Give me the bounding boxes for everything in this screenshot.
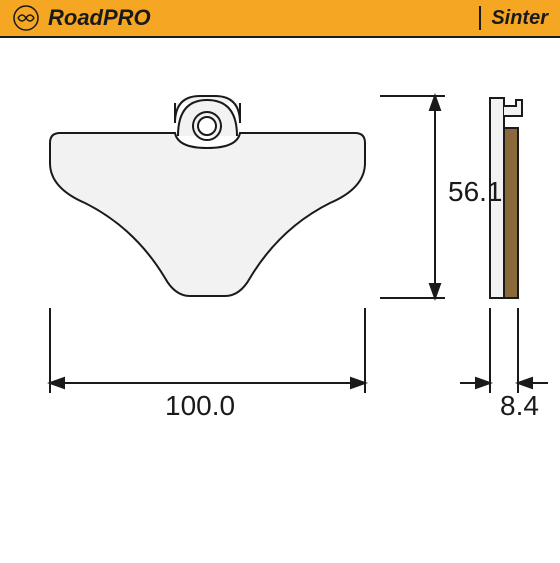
header-left: RoadPRO (12, 4, 151, 32)
diagram-svg (0, 38, 560, 558)
header-divider (479, 6, 481, 30)
header-right: Sinter (479, 6, 548, 30)
brand-suffix: PRO (103, 5, 151, 30)
brand-logo-icon (12, 4, 40, 32)
brake-pad-front (50, 96, 365, 296)
dimension-width (50, 308, 365, 393)
compound-label: Sinter (491, 7, 548, 30)
thickness-value: 8.4 (500, 390, 539, 422)
brand-name: RoadPRO (48, 5, 151, 31)
brand-prefix: Road (48, 5, 103, 30)
dimension-thickness (460, 308, 548, 393)
width-value: 100.0 (165, 390, 235, 422)
technical-diagram: 56.1 100.0 8.4 (0, 38, 560, 558)
dimension-height (380, 96, 445, 298)
header-bar: RoadPRO Sinter (0, 0, 560, 38)
height-value: 56.1 (448, 176, 503, 208)
